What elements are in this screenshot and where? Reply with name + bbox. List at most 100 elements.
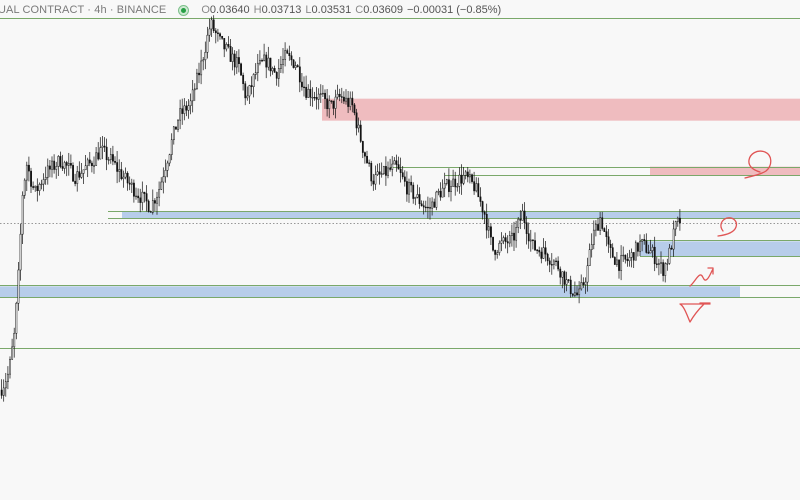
candle-323 <box>679 209 681 231</box>
candle-303 <box>637 242 639 257</box>
candle-38 <box>80 162 83 179</box>
ohlc-low: L0.03531 <box>305 4 352 16</box>
candle-175 <box>368 159 371 167</box>
candle-310 <box>651 244 654 258</box>
candle-43 <box>91 160 93 173</box>
candle-63 <box>133 179 135 203</box>
upward-arrow-annotation <box>689 267 714 287</box>
candle-65 <box>137 188 140 203</box>
candle-280 <box>588 243 591 266</box>
candle-127 <box>267 46 270 71</box>
candle-31 <box>65 160 68 177</box>
candle-295 <box>620 245 623 281</box>
candle-235 <box>494 249 497 261</box>
candle-131 <box>275 71 278 86</box>
candle-6 <box>13 327 16 358</box>
candle-76 <box>160 177 163 191</box>
candle-264 <box>555 257 557 267</box>
support-zone-4 <box>0 286 740 297</box>
resistance-zone-0 <box>322 98 800 121</box>
candle-151 <box>317 88 320 110</box>
candle-110 <box>231 47 234 71</box>
candle-98 <box>206 26 209 59</box>
candle-116 <box>244 81 247 106</box>
candle-275 <box>578 281 581 304</box>
candle-321 <box>674 220 677 237</box>
candle-150 <box>315 87 318 110</box>
candle-78 <box>164 159 167 183</box>
candle-17 <box>36 178 39 202</box>
support-zone-3 <box>640 241 800 257</box>
candle-101 <box>212 15 215 33</box>
candle-241 <box>506 235 509 254</box>
candle-18 <box>38 182 41 196</box>
candle-306 <box>643 234 646 245</box>
candle-243 <box>511 224 513 247</box>
candle-258 <box>542 238 545 260</box>
candle-166 <box>349 91 352 111</box>
candles-layer <box>0 15 681 402</box>
candle-87 <box>183 98 186 121</box>
candle-162 <box>340 87 343 104</box>
candle-314 <box>660 251 662 274</box>
candle-152 <box>319 84 322 103</box>
candle-115 <box>242 72 245 91</box>
candle-70 <box>147 199 150 213</box>
annotations-layer <box>679 150 772 323</box>
candle-45 <box>95 146 98 166</box>
candle-260 <box>546 252 549 266</box>
candle-143 <box>301 73 303 91</box>
ohlc-change: −0.00031 (−0.85%) <box>407 4 502 16</box>
candle-286 <box>601 211 604 231</box>
candle-157 <box>330 100 333 104</box>
candle-13 <box>28 156 30 182</box>
candle-182 <box>382 165 385 175</box>
candle-305 <box>641 238 644 252</box>
candle-112 <box>235 51 238 74</box>
candle-234 <box>492 236 494 252</box>
candle-102 <box>214 28 217 44</box>
candle-47 <box>99 137 102 160</box>
candle-291 <box>611 243 614 258</box>
candle-316 <box>664 262 667 283</box>
candle-96 <box>202 57 205 71</box>
candle-137 <box>288 45 291 61</box>
candle-300 <box>630 248 633 268</box>
candle-136 <box>286 48 289 54</box>
candle-248 <box>521 203 524 221</box>
candle-188 <box>395 154 398 172</box>
candle-123 <box>259 50 261 66</box>
candle-155 <box>326 88 329 117</box>
candle-209 <box>439 182 442 201</box>
candle-5 <box>11 338 14 360</box>
candle-134 <box>282 48 284 74</box>
candle-99 <box>208 18 211 42</box>
candle-271 <box>569 275 572 298</box>
candle-95 <box>200 49 203 85</box>
candle-317 <box>666 258 669 271</box>
candle-272 <box>571 293 574 298</box>
candle-319 <box>670 245 673 250</box>
candle-238 <box>500 232 503 252</box>
market-status-icon <box>178 4 190 16</box>
candle-88 <box>185 101 188 117</box>
candle-86 <box>181 98 184 125</box>
candle-191 <box>401 166 404 180</box>
candle-231 <box>485 203 488 239</box>
candle-239 <box>502 235 505 245</box>
candle-113 <box>238 49 240 73</box>
candle-89 <box>187 99 190 119</box>
candle-226 <box>475 177 478 193</box>
candle-216 <box>454 171 457 196</box>
candle-145 <box>305 75 308 100</box>
candle-84 <box>177 119 179 133</box>
candle-109 <box>229 39 232 62</box>
candle-33 <box>70 154 72 169</box>
candle-169 <box>355 108 358 136</box>
candle-194 <box>408 178 410 203</box>
candle-245 <box>515 220 518 248</box>
candle-244 <box>513 221 515 251</box>
candle-103 <box>217 28 219 42</box>
candle-204 <box>429 197 431 220</box>
